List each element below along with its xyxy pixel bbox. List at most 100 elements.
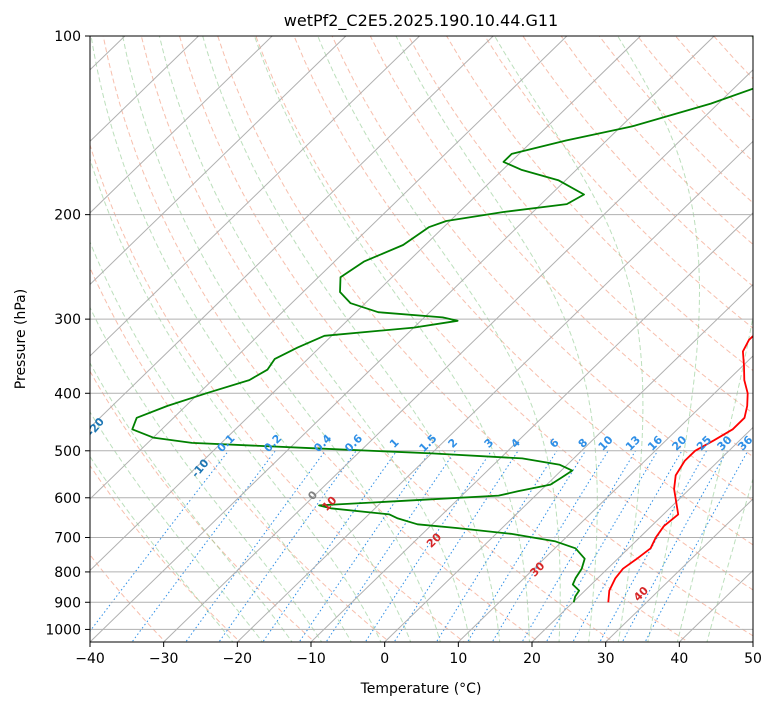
y-tick-label: 400	[54, 386, 81, 402]
dry-adiabat-lines	[90, 36, 753, 642]
mixing-ratio-line	[325, 450, 456, 642]
isobar-grid	[90, 36, 753, 630]
isotherm-line	[90, 36, 641, 572]
isotherm-line	[90, 36, 420, 357]
moist-adiabat-label: 0	[305, 488, 320, 502]
x-tick-label: −20	[223, 651, 253, 667]
profile-lines	[131, 87, 753, 603]
x-tick-label: 20	[523, 651, 541, 667]
x-tick-label: 0	[380, 651, 389, 667]
mixing-ratio-label: 0.1	[215, 432, 238, 455]
chart-title: wetPf2_C2E5.2025.190.10.44.G11	[284, 11, 558, 31]
mixing-ratio-label: 1	[387, 436, 402, 451]
mixing-ratio-label: 0.6	[342, 432, 365, 455]
mixing-ratio-label: 1.5	[417, 432, 440, 455]
y-tick-label: 600	[54, 491, 81, 507]
moist-adiabat	[676, 36, 753, 642]
moist-adiabat	[90, 157, 382, 642]
dry-adiabat	[102, 36, 540, 642]
moist-adiabat	[122, 36, 441, 642]
mixing-ratio-line	[644, 450, 749, 642]
mixing-ratio-line	[218, 450, 357, 642]
x-tick-label: −30	[149, 651, 179, 667]
dry-adiabat	[637, 36, 753, 163]
mixing-ratio-line	[435, 450, 558, 642]
mixing-ratio-line	[185, 450, 326, 642]
dry-adiabat	[484, 36, 753, 329]
dry-adiabat	[140, 36, 615, 642]
dry-adiabat	[560, 36, 753, 246]
dry-adiabat	[90, 370, 316, 642]
mixing-ratio-line	[545, 450, 659, 642]
moist-adiabat	[317, 36, 561, 642]
y-axis-label: Pressure (hPa)	[13, 289, 29, 389]
isotherm-line	[236, 140, 753, 642]
dry-adiabat	[90, 143, 465, 642]
moist-adiabat	[90, 240, 352, 642]
isotherm-line	[310, 212, 753, 642]
dry-adiabat	[446, 36, 753, 372]
dry-adiabat	[90, 464, 241, 642]
dewpoint-line	[131, 87, 753, 603]
mixing-ratio-label: 0.4	[311, 432, 334, 455]
dry-adiabat-label: 20	[424, 530, 444, 550]
mixing-ratio-line	[90, 450, 229, 633]
isotherm-line	[90, 36, 273, 214]
isotherm-grid	[90, 36, 753, 642]
isotherm-line	[605, 498, 753, 642]
moist-adiabat	[90, 455, 234, 642]
y-tick-label: 1000	[45, 622, 81, 638]
mixing-ratio-label: 3	[482, 436, 497, 451]
isotherm-line	[457, 355, 753, 642]
dry-adiabat	[713, 36, 753, 80]
mixing-ratio-line	[393, 450, 519, 642]
x-tick-label: 10	[449, 651, 467, 667]
mixing-ratio-line	[521, 450, 636, 642]
x-tick-label: −40	[75, 651, 105, 667]
isotherm-line	[384, 283, 753, 642]
mixing-ratio-label: 8	[576, 436, 591, 451]
y-tick-label: 900	[54, 595, 81, 611]
y-tick-label: 700	[54, 531, 81, 547]
moist-adiabat	[202, 36, 501, 642]
y-tick-label: 200	[54, 208, 81, 224]
moist-adiabat-lines	[90, 36, 753, 642]
isotherm-line	[90, 36, 568, 500]
temperature-line	[607, 334, 753, 603]
mixing-ratio-label: 2	[446, 436, 461, 451]
moist-adiabat	[395, 36, 598, 642]
isotherm-line	[531, 426, 753, 642]
moist-adiabat	[90, 306, 323, 642]
isotherm-line	[752, 641, 753, 642]
moist-adiabat	[706, 477, 753, 642]
moist-adiabat-label: -10	[189, 456, 212, 480]
isotherm-line	[90, 36, 347, 286]
axes: −40 −30 −20 −10 0 10 20 30 40 5010020030040050060…	[45, 29, 762, 667]
isotherm-line	[90, 36, 715, 642]
x-tick-label: 50	[744, 651, 762, 667]
y-tick-label: 300	[54, 312, 81, 328]
isotherm-line	[90, 36, 494, 429]
mixing-ratio-line	[621, 450, 728, 642]
dry-adiabat	[331, 36, 753, 501]
x-tick-label: −10	[296, 651, 326, 667]
mixing-ratio-line	[262, 450, 398, 642]
dry-adiabat	[751, 36, 753, 38]
mixing-ratio-line	[572, 450, 683, 642]
mixing-ratio-line	[364, 450, 492, 642]
dry-adiabat	[90, 266, 391, 642]
mixing-ratio-line	[298, 450, 431, 642]
y-tick-label: 800	[54, 565, 81, 581]
dry-adiabat	[675, 36, 753, 121]
y-tick-label: 500	[54, 444, 81, 460]
dry-adiabat	[369, 36, 753, 458]
isotherm-line	[163, 69, 753, 642]
x-tick-label: 40	[670, 651, 688, 667]
mixing-ratio-label: 0.2	[261, 432, 284, 455]
y-tick-label: 100	[54, 29, 81, 45]
mixing-ratio-line	[491, 450, 609, 642]
plot-area: 0.10.20.40.611.52346810131620253036-100-…	[90, 36, 753, 642]
dry-adiabat	[217, 36, 753, 637]
x-tick-label: 30	[597, 651, 615, 667]
